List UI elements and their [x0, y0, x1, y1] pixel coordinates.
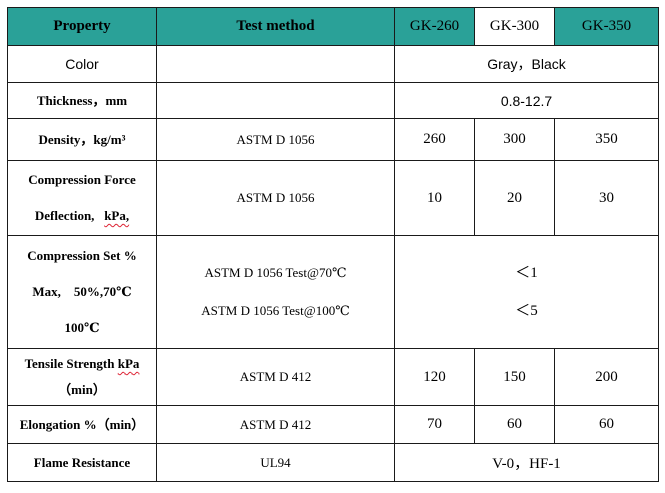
- density-label: Density，kg/m³: [7, 118, 157, 161]
- flame-resistance-method: UL94: [156, 443, 395, 482]
- compression-force-method: ASTM D 1056: [156, 160, 395, 236]
- flame-resistance-label: Flame Resistance: [7, 443, 157, 482]
- color-label: Color: [7, 45, 157, 83]
- tensile-strength-label-text: Tensile Strength: [24, 356, 115, 371]
- header-grade-gk300[interactable]: GK-300: [474, 7, 555, 46]
- tensile-strength-value-gk260: 120: [394, 348, 475, 406]
- elongation-value-gk350: 60: [554, 405, 659, 444]
- row-compression-set: Compression Set % Max, 50%,70℃ 100℃ ASTM…: [7, 235, 659, 349]
- elongation-value-gk300: 60: [474, 405, 555, 444]
- row-tensile-strength: Tensile Strength kPa （min） ASTM D 412 12…: [7, 348, 659, 406]
- property-table: Property Test method GK-260 GK-300 GK-35…: [7, 7, 659, 482]
- compression-set-label-line1: Compression Set %: [27, 248, 137, 263]
- compression-force-label-kpa: kPa,: [104, 208, 130, 223]
- flame-resistance-value: V-0，HF-1: [394, 443, 659, 482]
- compression-force-label: Compression Force Deflection, kPa,: [7, 160, 157, 236]
- compression-set-value: ＜1 ＜5: [394, 235, 659, 349]
- tensile-strength-label-line1: Tensile Strength kPa: [12, 351, 152, 377]
- row-density: Density，kg/m³ ASTM D 1056 260 300 350: [7, 118, 659, 161]
- compression-set-value-line2: ＜5: [515, 303, 538, 319]
- tensile-strength-label: Tensile Strength kPa （min）: [7, 348, 157, 406]
- row-compression-force: Compression Force Deflection, kPa, ASTM …: [7, 160, 659, 236]
- header-test-method: Test method: [156, 7, 395, 46]
- density-value-gk350: 350: [554, 118, 659, 161]
- row-elongation: Elongation %（min） ASTM D 412 70 60 60: [7, 405, 659, 444]
- compression-force-label-line1: Compression Force: [28, 172, 136, 187]
- color-value: Gray，Black: [394, 45, 659, 83]
- header-property: Property: [7, 7, 157, 46]
- color-method: [156, 45, 395, 83]
- header-grade-gk260[interactable]: GK-260: [394, 7, 475, 46]
- row-flame-resistance: Flame Resistance UL94 V-0，HF-1: [7, 443, 659, 482]
- tensile-strength-label-kpa: kPa: [117, 356, 140, 371]
- compression-force-value-gk300: 20: [474, 160, 555, 236]
- elongation-method: ASTM D 412: [156, 405, 395, 444]
- tensile-strength-method: ASTM D 412: [156, 348, 395, 406]
- compression-set-method-line2: ASTM D 1056 Test@100℃: [201, 303, 350, 318]
- compression-set-value-line1: ＜1: [515, 265, 538, 281]
- compression-force-value-gk260: 10: [394, 160, 475, 236]
- compression-set-method: ASTM D 1056 Test@70℃ ASTM D 1056 Test@10…: [156, 235, 395, 349]
- thickness-value: 0.8-12.7: [394, 82, 659, 119]
- compression-set-label-line3: 100℃: [64, 320, 100, 335]
- row-color: Color Gray，Black: [7, 45, 659, 83]
- compression-force-label-deflection: Deflection,: [34, 208, 95, 223]
- compression-set-label-line2: Max, 50%,70℃: [32, 284, 132, 299]
- header-row: Property Test method GK-260 GK-300 GK-35…: [7, 7, 659, 46]
- compression-set-label: Compression Set % Max, 50%,70℃ 100℃: [7, 235, 157, 349]
- thickness-label: Thickness，mm: [7, 82, 157, 119]
- tensile-strength-value-gk350: 200: [554, 348, 659, 406]
- tensile-strength-value-gk300: 150: [474, 348, 555, 406]
- density-value-gk260: 260: [394, 118, 475, 161]
- elongation-value-gk260: 70: [394, 405, 475, 444]
- density-value-gk300: 300: [474, 118, 555, 161]
- elongation-label: Elongation %（min）: [7, 405, 157, 444]
- compression-set-method-line1: ASTM D 1056 Test@70℃: [204, 265, 347, 280]
- thickness-method: [156, 82, 395, 119]
- compression-force-label-line2: Deflection, kPa,: [12, 198, 152, 234]
- compression-force-value-gk350: 30: [554, 160, 659, 236]
- tensile-strength-label-line2: （min）: [58, 382, 106, 397]
- header-grade-gk350[interactable]: GK-350: [554, 7, 659, 46]
- row-thickness: Thickness，mm 0.8-12.7: [7, 82, 659, 119]
- density-method: ASTM D 1056: [156, 118, 395, 161]
